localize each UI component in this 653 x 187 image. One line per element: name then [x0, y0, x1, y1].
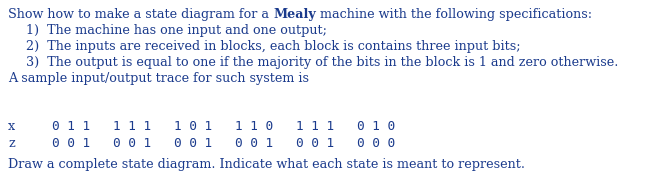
Text: 3)  The output is equal to one if the majority of the bits in the block is 1 and: 3) The output is equal to one if the maj…: [26, 56, 618, 69]
Text: Mealy: Mealy: [273, 8, 316, 21]
Text: machine with the following specifications:: machine with the following specification…: [316, 8, 592, 21]
Text: 0 0 1   0 0 1   0 0 1   0 0 1   0 0 1   0 0 0: 0 0 1 0 0 1 0 0 1 0 0 1 0 0 1 0 0 0: [52, 137, 395, 150]
Text: 2)  The inputs are received in blocks, each block is contains three input bits;: 2) The inputs are received in blocks, ea…: [26, 40, 520, 53]
Text: 1)  The machine has one input and one output;: 1) The machine has one input and one out…: [26, 24, 327, 37]
Text: Show how to make a state diagram for a: Show how to make a state diagram for a: [8, 8, 273, 21]
Text: x: x: [8, 120, 15, 133]
Text: 0 1 1   1 1 1   1 0 1   1 1 0   1 1 1   0 1 0: 0 1 1 1 1 1 1 0 1 1 1 0 1 1 1 0 1 0: [52, 120, 395, 133]
Text: A sample input/output trace for such system is: A sample input/output trace for such sys…: [8, 72, 309, 85]
Text: Draw a complete state diagram. Indicate what each state is meant to represent.: Draw a complete state diagram. Indicate …: [8, 158, 525, 171]
Text: z: z: [8, 137, 15, 150]
